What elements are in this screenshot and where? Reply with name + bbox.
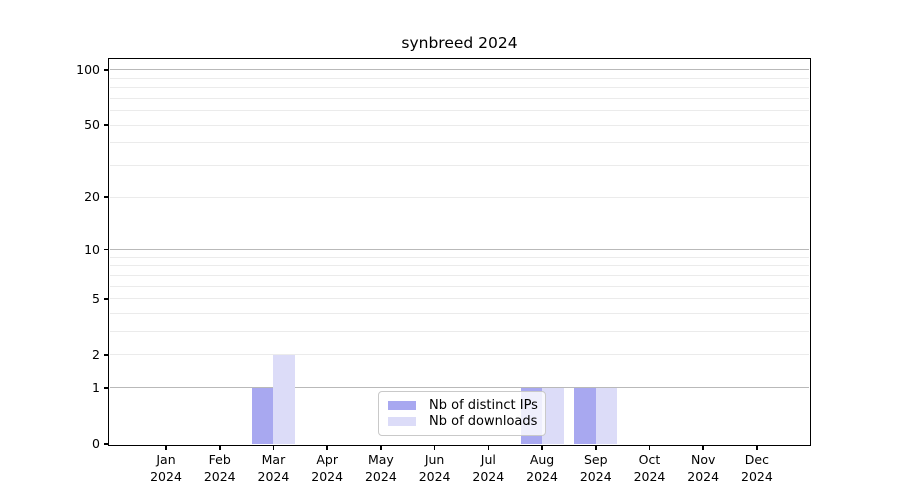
- legend-item-downloads: Nb of downloads: [388, 414, 538, 430]
- y-tick: [104, 69, 109, 71]
- y-tick-label: 1: [92, 379, 100, 395]
- x-tick-label: Apr 2024: [311, 452, 344, 484]
- x-tick: [487, 445, 490, 451]
- y-tick-label: 2: [92, 346, 100, 362]
- x-tick: [272, 445, 275, 451]
- y-gridline-minor: [110, 196, 809, 198]
- x-tick: [702, 445, 704, 451]
- bar-distinct-ips: [251, 387, 274, 444]
- x-tick-label: Jun 2024: [418, 452, 451, 484]
- y-tick-label: 10: [84, 241, 100, 257]
- y-tick-label: 20: [84, 189, 100, 205]
- y-gridline-minor: [110, 110, 809, 112]
- distinct-ips-swatch: [388, 400, 416, 410]
- x-tick-label: Sep 2024: [579, 452, 612, 484]
- y-gridline-major: [110, 69, 809, 71]
- x-tick: [756, 445, 758, 451]
- bar-downloads: [542, 387, 564, 444]
- y-gridline-minor: [110, 285, 809, 287]
- legend-label-downloads: Nb of downloads: [429, 414, 538, 430]
- x-tick: [594, 445, 597, 451]
- y-gridline-minor: [110, 331, 809, 333]
- y-tick: [104, 354, 109, 356]
- x-tick-label: May 2024: [364, 452, 397, 484]
- x-tick: [648, 445, 651, 451]
- y-tick-label: 100: [76, 61, 100, 77]
- x-tick: [218, 445, 221, 451]
- chart-title: synbreed 2024: [401, 34, 518, 52]
- y-tick: [104, 443, 109, 445]
- y-gridline-minor: [110, 124, 809, 126]
- y-tick: [104, 248, 109, 251]
- y-gridline-minor: [110, 313, 809, 314]
- x-tick-label: Jul 2024: [472, 452, 505, 484]
- x-tick: [380, 445, 382, 451]
- x-tick: [541, 445, 543, 451]
- y-tick: [104, 124, 109, 126]
- y-gridline-major: [110, 387, 809, 389]
- y-gridline-major: [110, 249, 809, 251]
- y-gridline-minor: [110, 165, 809, 167]
- y-tick: [104, 297, 109, 300]
- y-gridline-minor: [110, 274, 809, 276]
- y-tick-label: 50: [84, 117, 100, 133]
- legend-label-distinct-ips: Nb of distinct IPs: [429, 397, 538, 413]
- legend-item-distinct-ips: Nb of distinct IPs: [388, 397, 538, 413]
- x-tick-label: Oct 2024: [633, 452, 666, 484]
- y-gridline-minor: [110, 256, 809, 258]
- bar-distinct-ips: [574, 387, 596, 444]
- y-tick: [104, 196, 109, 198]
- y-tick-label: 5: [92, 290, 100, 306]
- bar-downloads: [273, 354, 295, 444]
- bar-downloads: [595, 387, 618, 444]
- x-tick-label: Dec 2024: [741, 452, 773, 484]
- x-tick-label: Feb 2024: [203, 452, 236, 484]
- x-tick-label: Mar 2024: [257, 452, 290, 484]
- y-gridline-minor: [110, 142, 809, 144]
- x-tick-label: Aug 2024: [526, 452, 558, 484]
- y-gridline-minor: [110, 87, 809, 89]
- legend: Nb of distinct IPs Nb of downloads: [378, 391, 546, 436]
- x-tick: [326, 445, 328, 451]
- x-tick: [433, 445, 436, 451]
- y-gridline-minor: [110, 354, 809, 356]
- y-gridline-minor: [110, 77, 809, 79]
- y-tick-label: 0: [92, 436, 100, 451]
- x-tick: [165, 445, 167, 451]
- x-tick-label: Jan 2024: [150, 452, 182, 484]
- y-tick: [104, 387, 109, 389]
- x-tick-label: Nov 2024: [687, 452, 720, 484]
- y-gridline-minor: [110, 97, 809, 99]
- downloads-swatch: [388, 417, 416, 427]
- y-gridline-minor: [110, 265, 809, 267]
- y-gridline-minor: [110, 298, 809, 300]
